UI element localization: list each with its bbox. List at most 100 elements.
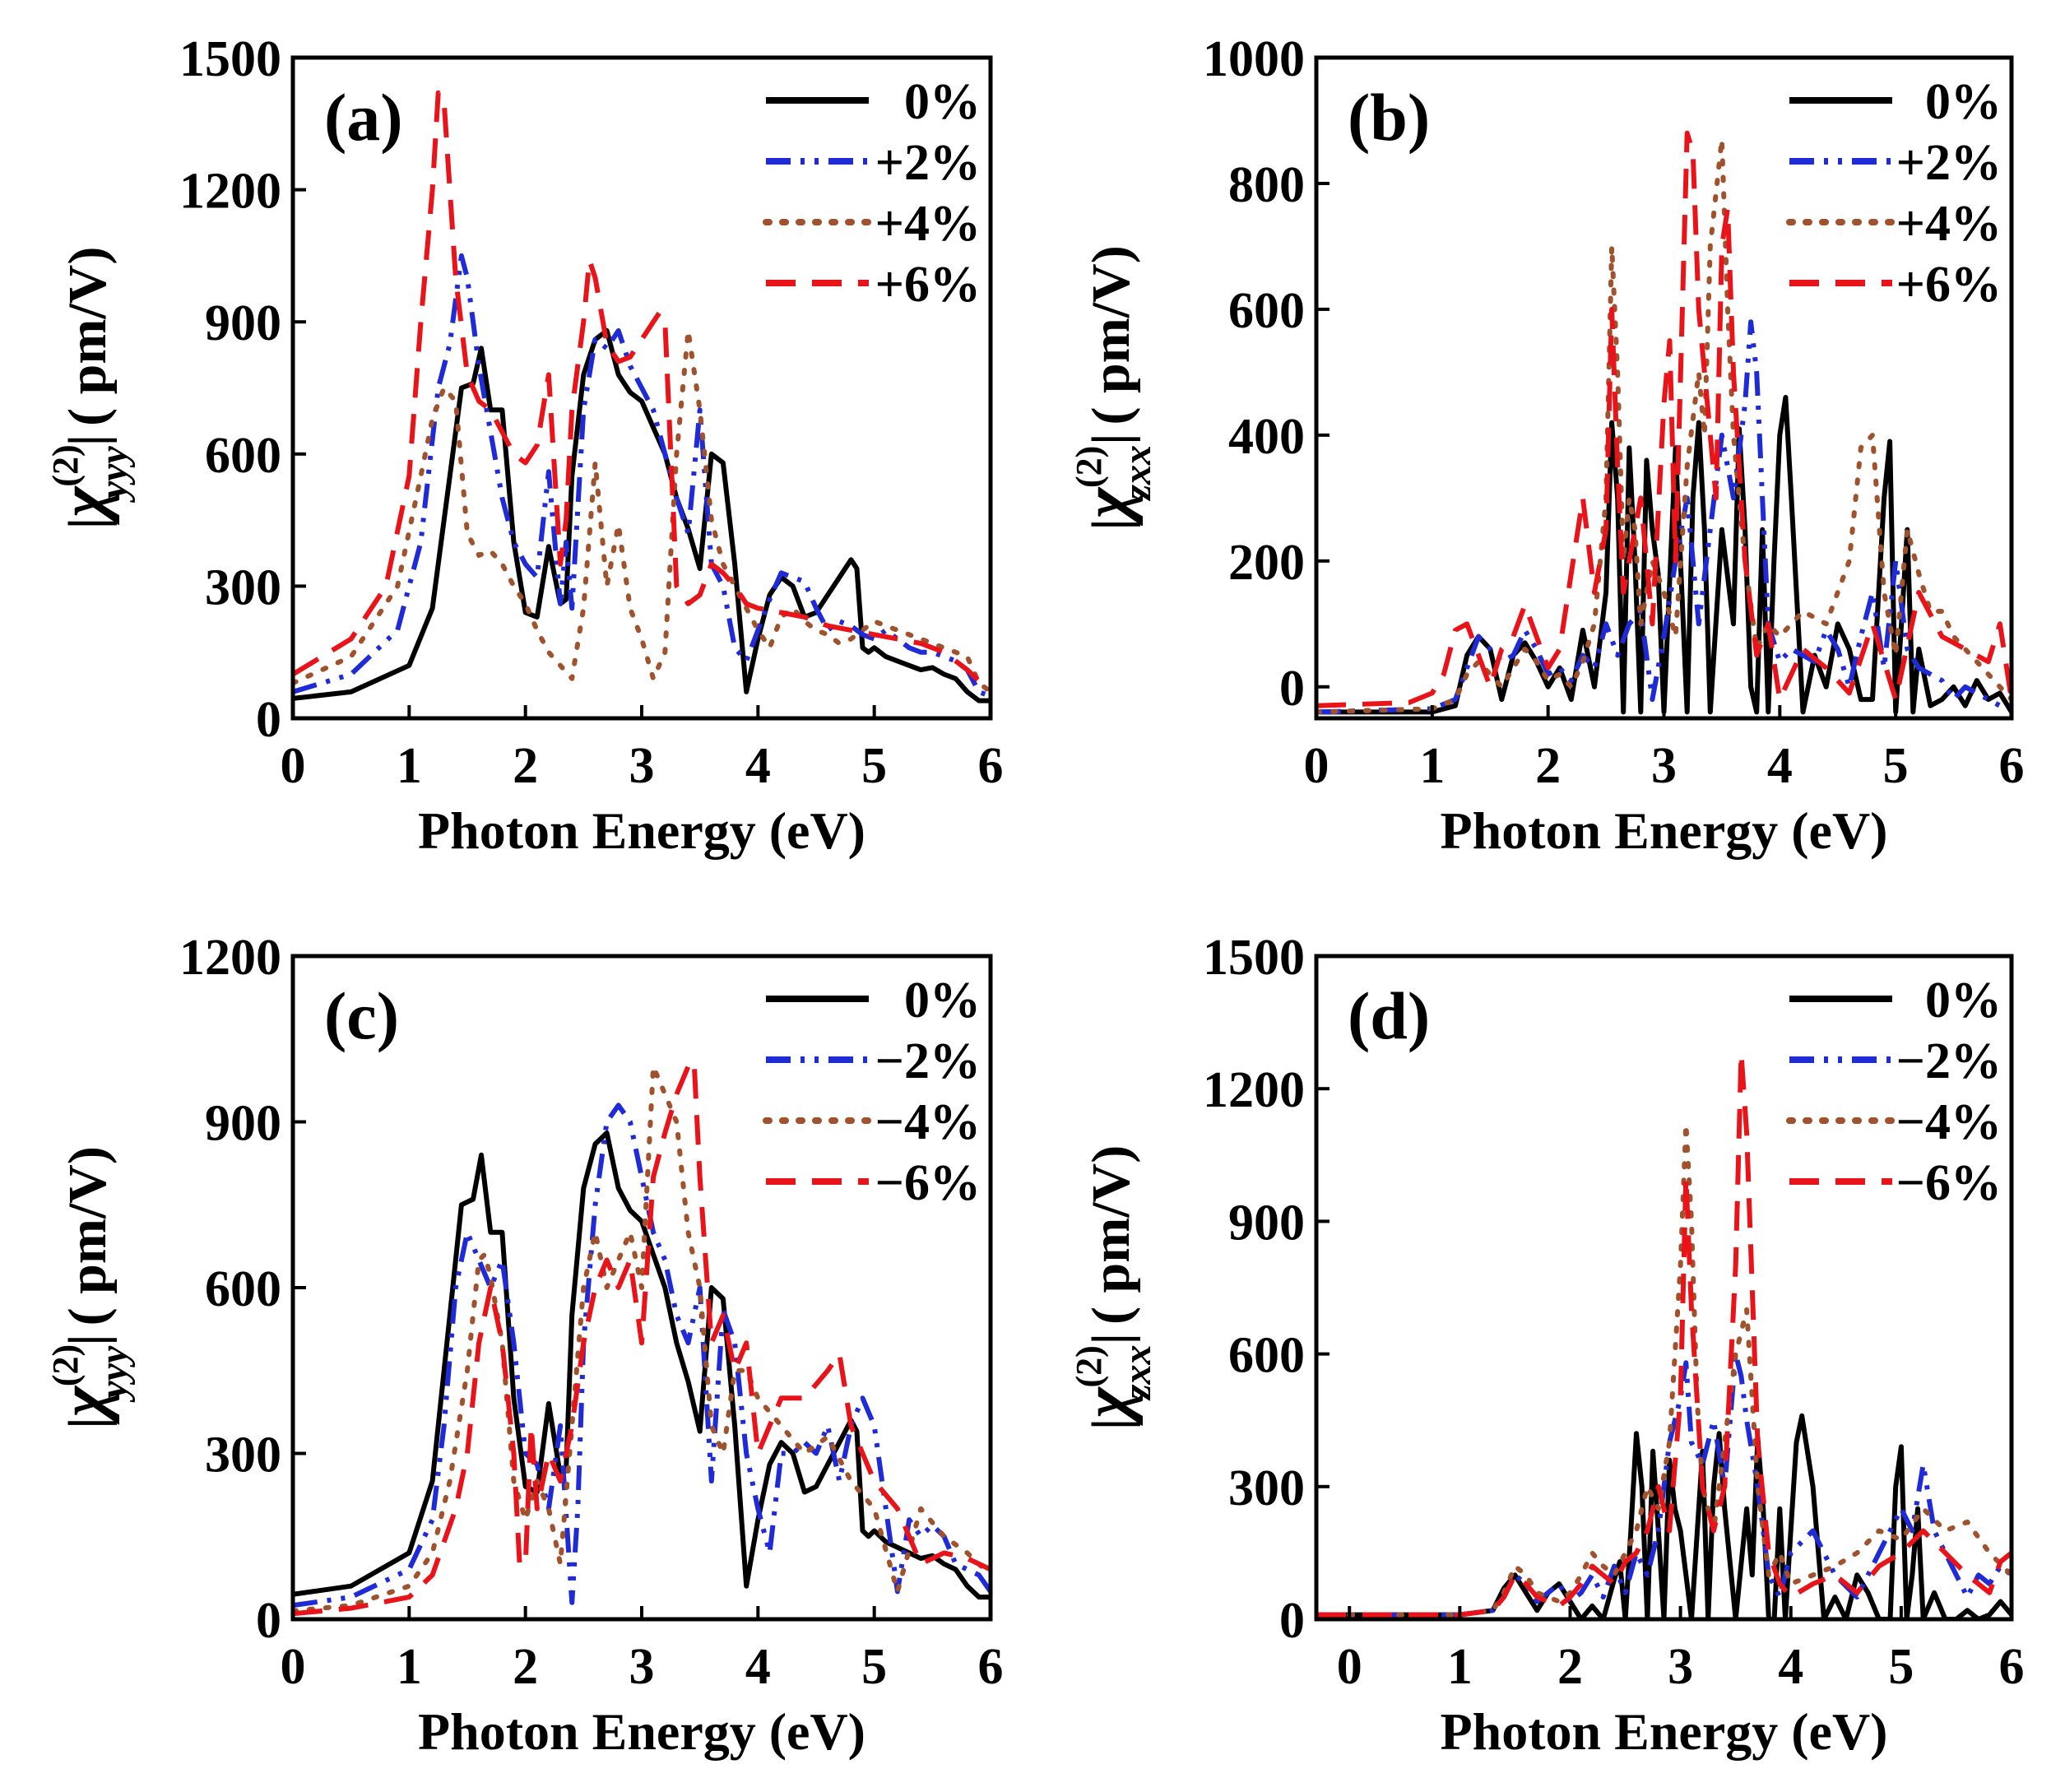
series-line-0 <box>293 1130 991 1600</box>
series-line-2 <box>293 1064 991 1613</box>
x-tick-label: 3 <box>629 738 655 794</box>
legend-label-1: +2% <box>1896 135 2002 191</box>
series-line-3 <box>1316 1051 2012 1618</box>
legend-label-3: +6% <box>1896 257 2002 313</box>
series-line-3 <box>1316 130 2012 708</box>
panel-d: 0 1 2 3 4 5 6 0 300 600 900 1200 1500 Photon Energy (… <box>1069 930 2025 1761</box>
x-tick-label: 1 <box>1419 738 1445 794</box>
y-tick-label: 400 <box>1228 409 1305 465</box>
x-tick-label: 0 <box>281 738 306 794</box>
y-tick-label: 0 <box>1279 661 1305 717</box>
legend-label-2: −4% <box>1896 1094 2002 1150</box>
y-tick-label: 0 <box>256 1593 281 1649</box>
x-tick-label: 0 <box>1304 738 1329 794</box>
y-tick-label: 300 <box>205 1428 281 1483</box>
y-tick-label: 900 <box>205 1096 281 1152</box>
x-axis-label: Photon Energy (eV) <box>418 1702 865 1761</box>
y-tick-label: 800 <box>1228 157 1305 213</box>
series-line-1 <box>1316 319 2012 715</box>
y-tick-label: 900 <box>205 295 281 351</box>
y-tick-label: 1500 <box>179 31 281 87</box>
legend-label-1: −2% <box>875 1033 981 1089</box>
x-axis-label: Photon Energy (eV) <box>1441 1702 1888 1761</box>
axes-frame <box>1314 954 2014 1622</box>
x-tick-label: 6 <box>1999 1639 2025 1695</box>
legend-label-1: +2% <box>875 135 981 191</box>
x-tick-label: 2 <box>1557 1639 1583 1695</box>
y-tick-label: 0 <box>256 692 281 748</box>
legend-label-1: −2% <box>1896 1033 2002 1089</box>
panel-label: (c) <box>324 978 399 1053</box>
x-tick-label: 6 <box>1999 738 2025 794</box>
x-tick-label: 4 <box>745 738 771 794</box>
y-tick-label: 300 <box>205 559 281 615</box>
y-tick-label: 1200 <box>1203 1062 1305 1118</box>
series-line-0 <box>1316 1413 2012 1619</box>
y-axis-component: yyy <box>92 1345 136 1403</box>
y-axis-component: yyy <box>92 446 136 504</box>
x-tick-label: 1 <box>397 1639 422 1695</box>
y-tick-label: 0 <box>1279 1593 1305 1649</box>
y-axis-units: ( pm/V) <box>1081 245 1141 425</box>
legend-label-2: +4% <box>1896 196 2002 252</box>
y-axis-label: |χ(2) yyy|( pm/V) <box>45 1146 136 1429</box>
panel-a: 0 1 2 3 4 5 6 0 300 600 900 1200 1500 Photon Energy (… <box>45 31 1004 860</box>
x-tick-label: 5 <box>861 738 887 794</box>
y-axis-component: zxx <box>1116 1344 1159 1401</box>
legend-label-0: 0% <box>1925 74 2002 130</box>
x-tick-label: 3 <box>1651 738 1677 794</box>
x-axis-label: Photon Energy (eV) <box>1441 801 1888 860</box>
y-axis-bar-right: | <box>1081 1333 1141 1345</box>
y-axis-bar-left: | <box>58 518 118 530</box>
y-tick-label: 1200 <box>179 930 281 986</box>
y-axis-bar-left: | <box>58 1417 118 1429</box>
x-tick-label: 2 <box>513 1639 538 1695</box>
legend-label-0: 0% <box>904 973 981 1028</box>
legend-label-0: 0% <box>1925 973 2002 1028</box>
panel-label: (a) <box>324 80 403 155</box>
y-tick-label: 1200 <box>179 164 281 220</box>
series-line-0 <box>293 327 991 703</box>
y-tick-label: 200 <box>1228 535 1305 591</box>
x-tick-label: 6 <box>978 1639 1004 1695</box>
x-tick-label: 3 <box>1668 1639 1693 1695</box>
legend-label-2: +4% <box>875 196 981 252</box>
y-tick-label: 600 <box>205 428 281 484</box>
panel-label: (b) <box>1348 80 1430 155</box>
y-axis-order: (2) <box>45 444 86 486</box>
x-tick-label: 4 <box>1767 738 1793 794</box>
y-axis-units: ( pm/V) <box>58 247 118 426</box>
y-axis-order: (2) <box>1069 446 1109 488</box>
y-axis-bar-right: | <box>1081 433 1141 445</box>
plot-area <box>293 90 991 703</box>
y-axis-label: |χ(2) zxx|( pm/V) <box>1069 1145 1159 1430</box>
plot-area <box>1316 130 2012 715</box>
y-axis-label: |χ(2) yyy|( pm/V) <box>45 247 136 530</box>
x-tick-label: 5 <box>1888 1639 1914 1695</box>
series-line-3 <box>293 1058 991 1617</box>
y-axis-bar-left: | <box>1081 1418 1141 1431</box>
x-tick-label: 4 <box>1778 1639 1803 1695</box>
x-tick-label: 1 <box>397 738 422 794</box>
x-tick-label: 0 <box>281 1639 306 1695</box>
series-line-1 <box>293 1103 991 1609</box>
y-axis-order: (2) <box>1069 1345 1109 1387</box>
series-line-3 <box>293 90 991 694</box>
y-tick-label: 600 <box>1228 1328 1305 1384</box>
x-tick-label: 3 <box>629 1639 655 1695</box>
x-tick-label: 0 <box>1337 1639 1362 1695</box>
y-axis-component: zxx <box>1116 445 1159 502</box>
y-axis-units: ( pm/V) <box>58 1146 118 1325</box>
x-tick-label: 2 <box>513 738 538 794</box>
y-tick-label: 600 <box>1228 283 1305 339</box>
y-axis-label: |χ(2) zxx|( pm/V) <box>1069 245 1159 530</box>
y-axis-units: ( pm/V) <box>1081 1145 1141 1325</box>
y-axis-bar-right: | <box>58 1334 118 1346</box>
panel-b: 0 1 2 3 4 5 6 0 200 400 600 800 1000 Photon Energy (e… <box>1069 31 2025 860</box>
y-axis-bar-right: | <box>58 434 118 447</box>
legend-label-3: −6% <box>875 1155 981 1211</box>
x-tick-label: 4 <box>745 1639 771 1695</box>
legend-label-2: −4% <box>875 1094 981 1150</box>
series-line-1 <box>1316 1351 2012 1618</box>
